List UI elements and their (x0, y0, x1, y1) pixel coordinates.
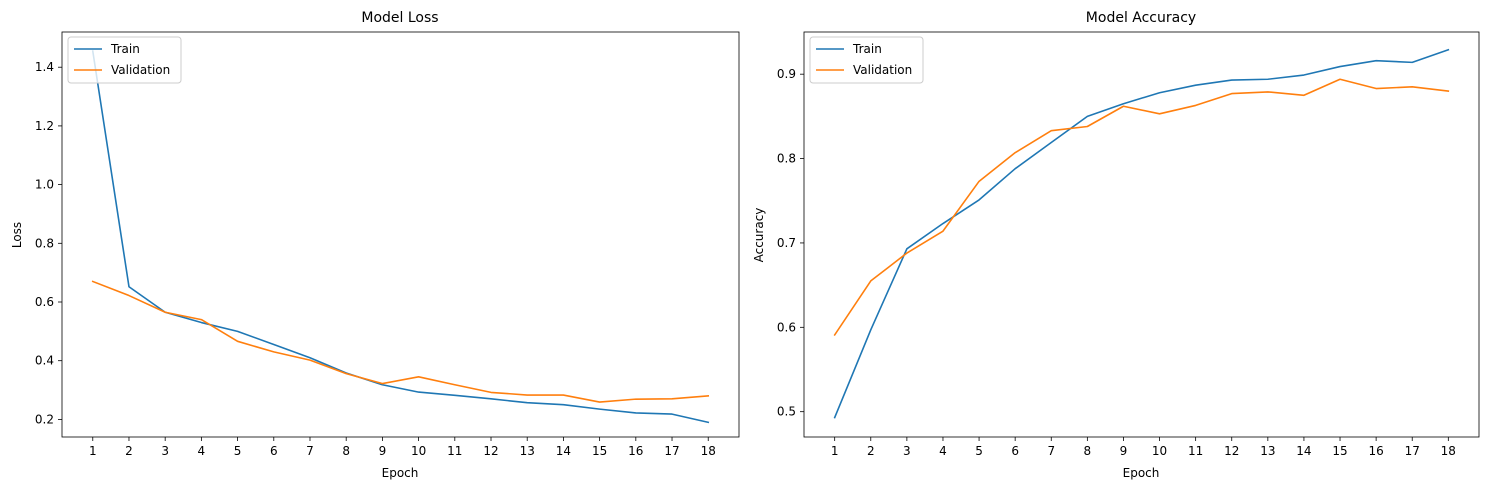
loss-x-tick-label: 13 (520, 444, 535, 458)
loss-x-tick-label: 15 (592, 444, 607, 458)
accuracy-legend-label-validation: Validation (853, 63, 912, 77)
accuracy-x-axis-label: Epoch (1123, 466, 1160, 480)
accuracy-x-tick-label: 5 (975, 444, 983, 458)
accuracy-y-tick-label: 0.6 (777, 320, 796, 334)
loss-chart-panel: Model Loss 1 2 3 4 5 6 7 8 9 10 11 12 13 14 15 16 17 180.… (10, 10, 740, 480)
loss-x-tick-label: 18 (701, 444, 716, 458)
loss-x-tick-label: 4 (198, 444, 206, 458)
accuracy-x-tick-label: 7 (1047, 444, 1055, 458)
loss-y-tick-label: 0.6 (35, 295, 54, 309)
accuracy-y-axis-label: Accuracy (752, 208, 766, 263)
loss-y-tick-label: 0.4 (35, 354, 54, 368)
accuracy-x-tick-label: 14 (1296, 444, 1311, 458)
loss-legend-label-train: Train (110, 42, 140, 56)
accuracy-x-tick-label: 12 (1224, 444, 1239, 458)
accuracy-series-line-train (833, 48, 1450, 419)
accuracy-y-tick-label: 0.5 (777, 405, 796, 419)
loss-y-tick-label: 0.8 (35, 236, 54, 250)
loss-x-tick-label: 5 (234, 444, 242, 458)
accuracy-x-tick-label: 11 (1188, 444, 1203, 458)
accuracy-plot-area: 1 2 3 4 5 6 7 8 9 10 11 12 13 14 15 16 17 180.50.60.70.80… (777, 31, 1480, 458)
loss-x-tick-label: 17 (664, 444, 679, 458)
accuracy-y-tick-label: 0.9 (777, 67, 796, 81)
accuracy-y-tick-label: 0.7 (777, 236, 796, 250)
loss-x-tick-label: 6 (270, 444, 278, 458)
loss-series-line-validation (91, 280, 710, 403)
loss-y-tick-label: 1.0 (35, 178, 54, 192)
accuracy-x-tick-label: 1 (831, 444, 839, 458)
accuracy-x-tick-label: 2 (867, 444, 875, 458)
loss-x-tick-label: 12 (483, 444, 498, 458)
loss-y-tick-label: 1.4 (35, 60, 54, 74)
loss-series-line-train (91, 50, 710, 424)
accuracy-axes-frame (803, 31, 1480, 438)
loss-legend: Train Validation (67, 36, 182, 84)
loss-y-tick-label: 1.2 (35, 119, 54, 133)
loss-x-tick-label: 2 (125, 444, 133, 458)
accuracy-x-tick-label: 4 (939, 444, 947, 458)
loss-x-axis-label: Epoch (382, 466, 419, 480)
loss-x-tick-label: 3 (161, 444, 169, 458)
loss-x-tick-label: 14 (556, 444, 571, 458)
accuracy-x-tick-label: 6 (1011, 444, 1019, 458)
loss-axes-frame (61, 31, 740, 438)
accuracy-x-tick-label: 13 (1260, 444, 1275, 458)
loss-y-tick-label: 0.2 (35, 412, 54, 426)
accuracy-x-tick-label: 18 (1441, 444, 1456, 458)
loss-x-tick-label: 11 (447, 444, 462, 458)
loss-x-tick-label: 1 (89, 444, 97, 458)
loss-x-tick-label: 9 (379, 444, 387, 458)
accuracy-chart-title: Model Accuracy (1086, 10, 1196, 26)
accuracy-y-tick-label: 0.8 (777, 152, 796, 166)
accuracy-x-tick-label: 15 (1332, 444, 1347, 458)
accuracy-chart-panel: Model Accuracy 1 2 3 4 5 6 7 8 9 10 11 12 13 14 15 16 17… (752, 10, 1480, 480)
accuracy-x-tick-label: 17 (1405, 444, 1420, 458)
accuracy-series-line-validation (833, 78, 1450, 337)
loss-legend-label-validation: Validation (111, 63, 170, 77)
loss-x-tick-label: 10 (411, 444, 426, 458)
loss-chart-title: Model Loss (361, 10, 438, 26)
accuracy-legend-label-train: Train (852, 42, 882, 56)
loss-plot-area: 1 2 3 4 5 6 7 8 9 10 11 12 13 14 15 16 17 180.20.40.60.81… (35, 31, 740, 458)
loss-x-tick-label: 16 (628, 444, 643, 458)
accuracy-legend: Train Validation (809, 36, 924, 84)
loss-y-axis-label: Loss (10, 222, 24, 248)
loss-x-tick-label: 7 (306, 444, 314, 458)
loss-x-tick-label: 8 (342, 444, 350, 458)
accuracy-x-tick-label: 9 (1120, 444, 1128, 458)
accuracy-x-tick-label: 16 (1368, 444, 1383, 458)
accuracy-x-tick-label: 8 (1084, 444, 1092, 458)
accuracy-x-tick-label: 10 (1152, 444, 1167, 458)
accuracy-x-tick-label: 3 (903, 444, 911, 458)
